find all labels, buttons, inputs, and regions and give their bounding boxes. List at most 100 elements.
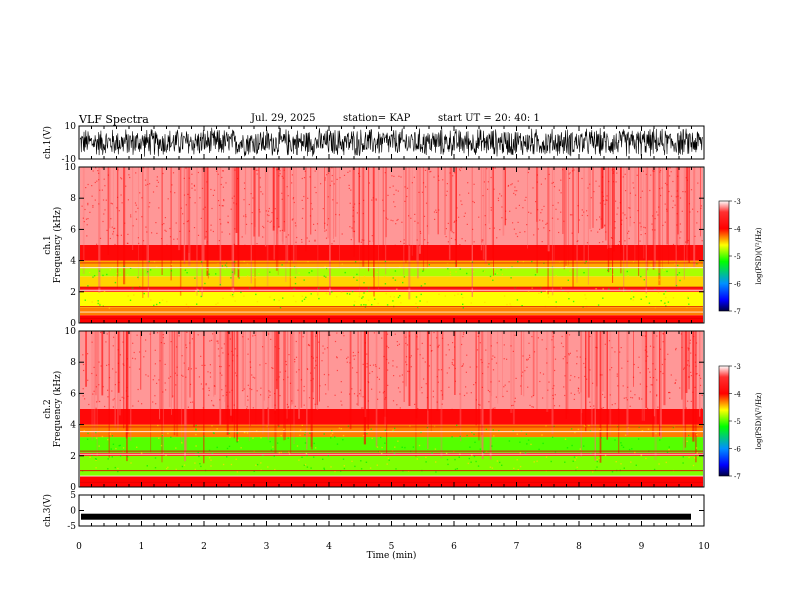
ch2-spec-streak-101 [489, 331, 492, 460]
ch2-spec-speckle-385 [262, 346, 264, 348]
ch1-spec-fleck-346 [494, 268, 496, 271]
ch2-spec-speckle-393 [651, 384, 653, 386]
ch1-spec-speckle-250 [633, 222, 635, 224]
ch1-spec-speckle-21 [281, 229, 283, 231]
ch1-spec-speckle-302 [514, 186, 516, 188]
ch2-spec-speckle-220 [187, 368, 189, 371]
ch1-spec-fleck-35 [503, 295, 506, 297]
ch1-spec-fleck-2 [232, 296, 235, 298]
ch2-spec-speckle-316 [187, 406, 189, 408]
ch2-spec-speckle-380 [235, 375, 238, 377]
ch1-spec-speckle-670 [387, 194, 389, 196]
ch1-spec-speckle-607 [426, 225, 428, 227]
ch1-spec-speckle-307 [494, 167, 496, 169]
ch1-spec-speckle-75 [322, 208, 324, 210]
ch2-spec-speckle-257 [586, 378, 588, 380]
ch1-spec-fleck-98 [612, 273, 614, 276]
ch1-spec-speckle-143 [352, 206, 354, 208]
ch1-spec-speckle-537 [361, 239, 363, 241]
ch2-spec-fleck-42 [230, 463, 233, 466]
ch1-spec-speckle-138 [652, 170, 654, 172]
ch2-spec-speckle-15 [362, 363, 364, 365]
ch1-spec-fleck-343 [307, 261, 309, 263]
ch2-spec-speckle-223 [492, 369, 495, 371]
ch1-spec-speckle-152 [618, 241, 621, 243]
ch1-spec-speckle-238 [129, 176, 131, 179]
ch1-spec-fleck-241 [116, 272, 118, 275]
ch2-spec-streak-159 [567, 331, 569, 415]
ch2-spec-speckle-686 [132, 342, 134, 344]
ch1-spec-fleck-187 [279, 307, 282, 309]
ch2-spec-speckle-115 [172, 395, 174, 397]
ch2-spec-fleck-0 [236, 471, 239, 473]
ch2-spec-fleck-17 [222, 463, 225, 466]
ch2-spec-fleck-331 [314, 447, 317, 449]
ch2-spec-fleck-218 [447, 463, 449, 466]
ch1-spec-speckle-473 [664, 182, 667, 184]
ch2-spec-speckle-607 [506, 390, 508, 392]
ch1-spec-speckle-318 [385, 217, 387, 219]
ch1-spec-speckle-380 [424, 239, 426, 241]
header-station: station= KAP [343, 113, 411, 124]
ch1-spec-fleck-36 [278, 299, 280, 302]
ch1-spec-streak-109 [295, 167, 297, 275]
ch2-spec-speckle-239 [310, 372, 312, 374]
ch1-spec-speckle-471 [111, 203, 113, 205]
ch2-spec-fleck-338 [203, 435, 205, 437]
ch2-spec-fleck-318 [446, 458, 449, 461]
ch2-spec-speckle-308 [328, 374, 330, 376]
ch2-spec-fleck-111 [589, 430, 592, 432]
ch2-spec-speckle-56 [247, 338, 249, 340]
ch2-spec-fleck-3 [431, 452, 433, 454]
ch1-spec-speckle-547 [142, 240, 145, 242]
ch1-spec-speckle-300 [281, 192, 283, 194]
ch1-spec-speckle-453 [599, 202, 601, 204]
ch1-spec-speckle-650 [600, 218, 602, 220]
ch2-spec-speckle-128 [584, 375, 586, 377]
ch2-spec-fleck-300 [175, 468, 177, 471]
ch2-spec-speckle-586 [528, 354, 531, 356]
ch1-spec-fleck-164 [246, 262, 249, 265]
ch1-spec-speckle-629 [604, 225, 606, 227]
ch2-spec-fleck-230 [376, 464, 378, 466]
ch1-spec-streak-11 [437, 167, 439, 235]
ch1-spec-streak-65 [634, 167, 637, 244]
ch2-spec-fleck-19 [197, 451, 199, 454]
ch1-spec-fleck-172 [488, 263, 490, 265]
ch1-spec-fleck-307 [221, 265, 224, 267]
ch2-spec-fleck-344 [343, 465, 345, 467]
xtick-label-8: 8 [576, 542, 582, 552]
ch2-spec-speckle-328 [402, 381, 404, 383]
ch2-spec-speckle-540 [362, 407, 364, 409]
ch2-spec-speckle-648 [356, 403, 358, 405]
ch2-spec-speckle-309 [570, 392, 572, 394]
ch1-spec-fleck-313 [392, 300, 394, 302]
ch2-spec-fleck-105 [360, 460, 362, 462]
ch1-spec-fleck-136 [385, 292, 387, 295]
ch2-spec-speckle-154 [204, 364, 206, 366]
ch2-spec-fleck-57 [530, 443, 532, 446]
ch2-spec-speckle-375 [593, 405, 595, 407]
ch2-spec-fleck-287 [181, 465, 184, 468]
ch1-spec-streak-151 [272, 167, 275, 231]
ch2-spec-speckle-218 [353, 393, 356, 395]
ch1-spec-speckle-602 [427, 242, 429, 244]
ch2-spec-speckle-492 [367, 400, 369, 402]
ch1-spec-speckle-17 [552, 181, 554, 184]
ch2-spec-speckle-207 [452, 342, 454, 344]
ch1-spec-fleck-152 [510, 277, 512, 279]
ch2-spec-speckle-584 [231, 389, 233, 391]
ch1-spec-streak-108 [504, 167, 506, 226]
ch2-spec-fleck-328 [117, 467, 119, 470]
ch2-spec-streak-14 [360, 331, 362, 397]
ch1-spec-speckle-254 [605, 199, 607, 201]
xtick-label-1: 1 [139, 542, 145, 552]
ch2-spec-fleck-26 [228, 432, 230, 435]
ch2-spec-speckle-297 [494, 356, 496, 358]
ch2-spec-fleck-203 [89, 456, 91, 458]
ch2-spec-speckle-16 [249, 361, 251, 363]
ch2-spec-speckle-298 [259, 364, 261, 366]
ch2-spec-speckle-171 [222, 395, 224, 397]
ch1-spec-speckle-689 [628, 207, 630, 209]
ch2-spec-speckle-660 [188, 367, 190, 369]
